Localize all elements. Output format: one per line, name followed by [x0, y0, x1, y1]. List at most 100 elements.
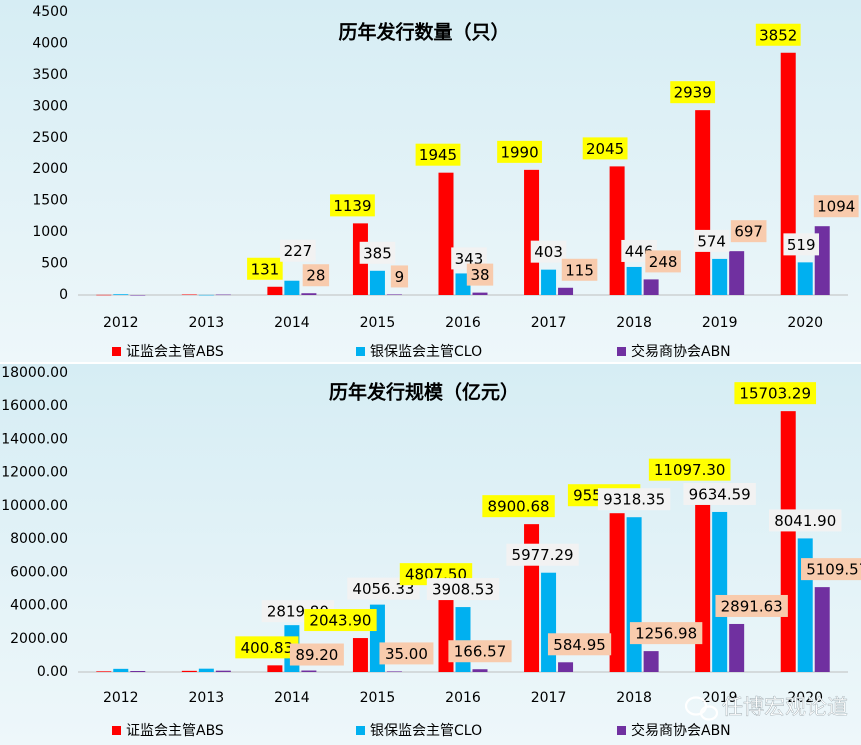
- x-tick-label: 2012: [103, 315, 139, 331]
- bar: [181, 670, 197, 672]
- bar: [643, 651, 659, 672]
- y-tick-label: 3000: [32, 98, 68, 114]
- data-label: 2043.90: [309, 612, 371, 630]
- bar: [215, 670, 231, 672]
- x-tick-label: 2014: [274, 315, 310, 331]
- data-label: 8041.90: [774, 512, 836, 530]
- legend-label: 证监会主管ABS: [126, 344, 224, 360]
- data-label: 584.95: [553, 636, 606, 654]
- bar: [96, 294, 112, 296]
- data-label: 1139: [333, 197, 371, 215]
- data-label-box: [730, 220, 767, 243]
- data-label-box: [683, 482, 756, 505]
- bar: [386, 671, 402, 672]
- data-label-box: [561, 258, 598, 281]
- data-label: 2939: [674, 84, 712, 102]
- data-label-box: [482, 495, 555, 518]
- chart-background: [0, 0, 861, 362]
- legend-label: 交易商协会ABN: [631, 722, 731, 739]
- data-label-box: [648, 458, 731, 481]
- data-label-box: [280, 239, 316, 262]
- bar: [626, 266, 642, 295]
- legend-label: 交易商协会ABN: [631, 343, 731, 360]
- y-tick-label: 500: [41, 256, 68, 272]
- bar: [215, 294, 231, 296]
- data-label-box: [715, 594, 788, 617]
- bar: [455, 607, 471, 672]
- y-tick-label: 2000: [32, 161, 68, 177]
- data-label-box: [379, 642, 434, 665]
- data-label: 9318.35: [603, 491, 665, 509]
- x-tick-label: 2019: [702, 315, 738, 331]
- bar: [113, 668, 129, 672]
- data-label-box: [783, 233, 820, 256]
- y-tick-label: 2000.00: [10, 631, 68, 647]
- wechat-icon-small-bubble: [699, 705, 719, 721]
- bar: [472, 292, 488, 295]
- data-label-box: [247, 257, 283, 280]
- data-label-box: [506, 543, 579, 566]
- legend-label: 证监会主管ABS: [126, 723, 224, 739]
- data-label: 3852: [759, 26, 797, 44]
- y-tick-label: 14000.00: [1, 431, 68, 447]
- data-label-box: [302, 264, 330, 287]
- x-tick-label: 2012: [103, 690, 139, 706]
- data-label: 2891.63: [721, 597, 783, 615]
- legend-swatch: [356, 347, 365, 356]
- data-label-box: [304, 609, 377, 632]
- data-label-box: [670, 81, 716, 104]
- data-label-box: [769, 509, 842, 532]
- x-tick-label: 2020: [787, 690, 823, 706]
- data-label-box: [235, 636, 299, 659]
- data-label: 28: [306, 267, 325, 285]
- data-label-box: [755, 23, 801, 46]
- data-label-box: [415, 143, 461, 166]
- data-label: 5977.29: [512, 546, 574, 564]
- bar: [541, 572, 557, 672]
- data-label: 2045: [586, 140, 624, 158]
- bar: [780, 52, 796, 295]
- y-tick-label: 0.00: [37, 664, 68, 680]
- bar: [198, 668, 214, 672]
- data-label: 343: [455, 250, 484, 268]
- y-tick-label: 1500: [32, 193, 68, 209]
- y-tick-label: 10000.00: [1, 498, 68, 514]
- data-label-box: [801, 558, 861, 581]
- x-tick-label: 2013: [189, 315, 225, 331]
- y-tick-label: 1000: [32, 224, 68, 240]
- bar: [472, 669, 488, 672]
- bar: [130, 671, 146, 672]
- data-label: 385: [363, 244, 392, 262]
- data-label: 403: [534, 243, 563, 261]
- bar: [130, 295, 146, 296]
- data-label: 35.00: [385, 645, 428, 663]
- data-label: 166.57: [454, 643, 507, 661]
- chart-title: 历年发行数量（只）: [338, 21, 509, 44]
- bar: [267, 286, 283, 295]
- data-label-box: [466, 263, 494, 286]
- bar: [729, 623, 745, 672]
- legend-swatch: [356, 726, 365, 735]
- data-label-box: [547, 633, 612, 656]
- legend-swatch: [617, 726, 626, 735]
- data-label-box: [597, 488, 671, 511]
- data-label: 115: [565, 261, 594, 279]
- y-tick-label: 4500: [32, 4, 68, 20]
- y-tick-label: 3500: [32, 67, 68, 83]
- bar: [814, 587, 830, 672]
- data-label-box: [645, 250, 681, 273]
- x-tick-label: 2014: [274, 690, 310, 706]
- bar: [438, 172, 454, 295]
- y-tick-label: 16000.00: [1, 398, 68, 414]
- data-label-box: [582, 137, 628, 160]
- x-tick-label: 2013: [189, 690, 225, 706]
- bar: [284, 280, 300, 295]
- x-tick-label: 2015: [360, 315, 396, 331]
- data-label: 227: [284, 242, 313, 260]
- data-label: 8900.68: [488, 498, 550, 516]
- bar: [113, 294, 129, 295]
- bar: [695, 110, 711, 295]
- data-label-box: [448, 640, 512, 663]
- data-label-box: [813, 195, 859, 218]
- y-tick-label: 6000.00: [10, 564, 68, 580]
